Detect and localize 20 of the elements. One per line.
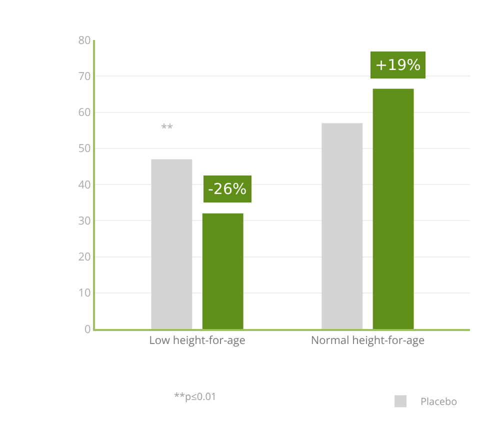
y-tick-label: 80 [78, 32, 91, 48]
text: **p≤0.01 [174, 389, 217, 403]
y-tick-label: 50 [78, 141, 91, 156]
annotation: ** [161, 121, 174, 136]
bar [151, 159, 192, 329]
x-tick-label: Low height-for-age [149, 333, 246, 348]
y-tick-label: 20 [78, 250, 91, 265]
y-tick-label: 60 [78, 105, 91, 120]
bar [322, 123, 363, 329]
y-tick-label: 70 [78, 68, 91, 84]
bar [202, 213, 244, 329]
y-tick-label: 40 [78, 177, 91, 192]
annotation: -26% [208, 180, 247, 198]
bar [372, 88, 414, 329]
y-tick-label: 0 [84, 322, 91, 337]
y-tick-label: 10 [78, 286, 91, 301]
legend-label: Placebo [420, 394, 458, 408]
y-tick-label: 30 [78, 213, 91, 228]
annotation: +19% [375, 56, 421, 74]
x-tick-label: Normal height-for-age [310, 333, 425, 348]
